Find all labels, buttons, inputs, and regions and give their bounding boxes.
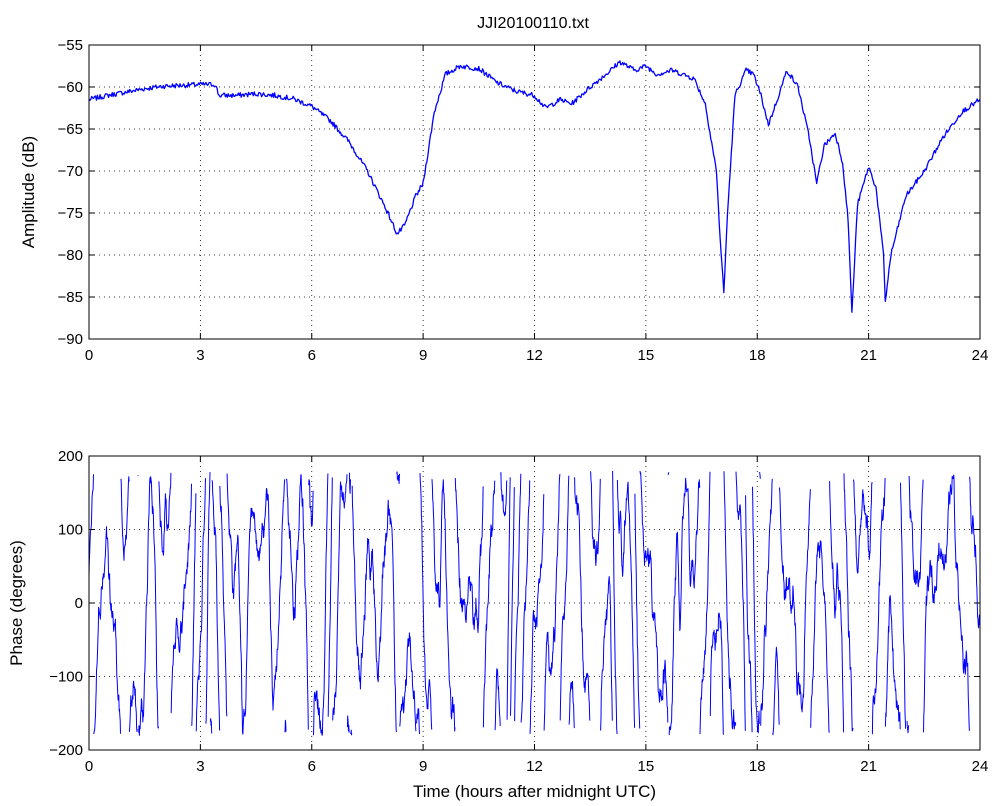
phase-x-tick-label: 12 — [526, 758, 543, 775]
phase-y-tick-label: −200 — [49, 742, 83, 759]
phase-y-tick-label: 100 — [58, 522, 83, 539]
figure-title: JJI20100110.txt — [477, 15, 589, 32]
amplitude-y-tick-label: −60 — [58, 79, 83, 96]
amplitude-x-tick-label: 3 — [196, 347, 204, 364]
amplitude-plot: 0 3 6 9 12 15 18 21 24 −90 −85 −80 −75 −70 −65 −60 −55 A… — [19, 37, 988, 364]
amplitude-x-tick-label: 18 — [749, 347, 766, 364]
amplitude-y-tick-label: −80 — [58, 247, 83, 264]
amplitude-x-tick-label: 24 — [972, 347, 989, 364]
phase-y-tick-label: 200 — [58, 448, 83, 465]
phase-x-tick-label: 3 — [196, 758, 204, 775]
phase-y-tick-label: 0 — [75, 595, 83, 612]
amplitude-y-tick-label: −85 — [58, 289, 83, 306]
amplitude-x-tick-label: 12 — [526, 347, 543, 364]
amplitude-y-axis-label: Amplitude (dB) — [19, 136, 38, 248]
phase-x-tick-label: 9 — [419, 758, 427, 775]
amplitude-x-tick-label: 21 — [860, 347, 877, 364]
amplitude-y-tick-label: −65 — [58, 121, 83, 138]
phase-y-axis-label: Phase (degrees) — [7, 540, 26, 666]
amplitude-x-tick-label: 15 — [638, 347, 655, 364]
amplitude-plot-frame — [88, 44, 981, 340]
phase-x-tick-label: 0 — [85, 758, 93, 775]
amplitude-y-tick-label: −55 — [58, 37, 83, 54]
phase-x-tick-label: 15 — [638, 758, 655, 775]
amplitude-x-tick-label: 0 — [85, 347, 93, 364]
amplitude-x-tick-label: 6 — [308, 347, 316, 364]
phase-plot: 0 3 6 9 12 15 18 21 24 −200 −100 0 100 200 Phase (deg… — [7, 448, 988, 801]
amplitude-y-tick-label: −75 — [58, 205, 83, 222]
amplitude-y-tick-label: −70 — [58, 163, 83, 180]
phase-x-tick-label: 21 — [860, 758, 877, 775]
phase-x-axis-label: Time (hours after midnight UTC) — [413, 782, 656, 801]
phase-x-tick-label: 18 — [749, 758, 766, 775]
amplitude-x-tick-label: 9 — [419, 347, 427, 364]
amplitude-series-line — [88, 60, 981, 313]
phase-x-tick-label: 6 — [308, 758, 316, 775]
phase-series-line — [88, 470, 981, 736]
phase-x-tick-label: 24 — [972, 758, 989, 775]
phase-y-tick-label: −100 — [49, 669, 83, 686]
amplitude-y-tick-label: −90 — [58, 331, 83, 348]
